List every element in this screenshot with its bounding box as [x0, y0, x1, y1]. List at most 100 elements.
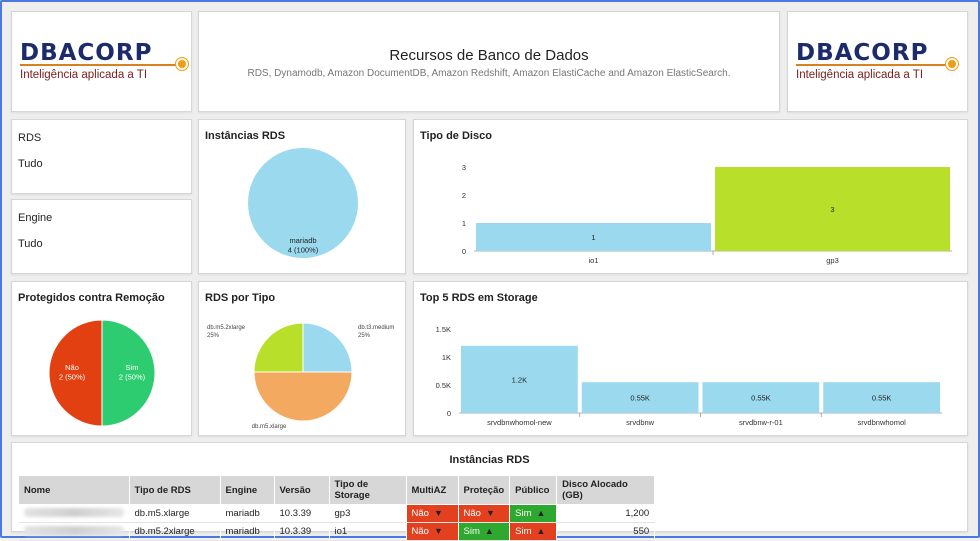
cell-tipo: db.m5.xlarge: [129, 504, 221, 523]
pie-slice-sim[interactable]: [101, 319, 156, 427]
bar-srvdbnw[interactable]: [581, 382, 699, 413]
chart-card-rds-tipo: RDS por Tipo db.t3.medium 25% db.m5.xlarge…: [198, 281, 406, 436]
pie-slice-db-m5-xlarge[interactable]: [253, 371, 353, 422]
logo-card-right: DBACORP Inteligência aplicada a TI: [787, 11, 968, 112]
col-header[interactable]: MultiAZ: [405, 475, 459, 505]
pie-label: Não: [65, 363, 79, 372]
y-tick-label: 3: [462, 163, 466, 172]
col-header[interactable]: Tipo de RDS: [128, 475, 221, 505]
y-tick-label: 2: [462, 191, 466, 200]
pie-label: 25%: [358, 333, 371, 339]
bar-srvdbnwhomol[interactable]: [823, 382, 940, 413]
logo-tagline: Inteligência aplicada a TI: [796, 69, 924, 81]
chart-title: Tipo de Disco: [420, 130, 492, 142]
logo-underline: [20, 64, 178, 66]
pie-label: db.t3.medium: [358, 325, 394, 331]
logo-wordmark: DBACORP: [796, 40, 929, 66]
publico-value: Sim: [515, 508, 532, 519]
bar-value-label: 0.55K: [872, 394, 892, 403]
pie-label: 4 (100%): [288, 246, 319, 255]
redacted-name: [23, 507, 124, 517]
pie-label: db.m5.2xlarge: [207, 325, 246, 331]
chart-title: RDS por Tipo: [205, 292, 276, 304]
col-header[interactable]: Disco Alocado (GB): [556, 475, 656, 505]
pie-label: db.m5.xlarge: [252, 424, 287, 430]
filter-rds-value[interactable]: Tudo: [18, 158, 43, 170]
bar-gp3[interactable]: [715, 167, 950, 251]
chart-title: Protegidos contra Remoção: [18, 292, 165, 304]
publico-value: Sim: [515, 526, 532, 537]
chart-card-protegidos: Protegidos contra Remoção Não 2 (50%) Sim 2…: [11, 281, 192, 436]
logo-sun-icon: [178, 60, 186, 68]
logo-underline: [796, 64, 948, 66]
logo-card-left: DBACORP Inteligência aplicada a TI: [11, 11, 192, 112]
x-tick-label: gp3: [826, 256, 839, 265]
multiaz-value: Não: [411, 526, 429, 537]
cell-publico: Sim ▲: [509, 504, 558, 523]
thumbs-down-icon: ▼: [433, 508, 443, 518]
chart-card-tipo-disco: Tipo de Disco 0 1 2 3 1 io1 3 gp3: [413, 119, 968, 274]
multiaz-value: Não: [411, 508, 429, 519]
logo-sun-icon: [948, 60, 956, 68]
pie-label: 2 (50%): [119, 373, 146, 382]
cell-multiaz: Não ▼: [406, 504, 459, 523]
bar-value-label: 1.2K: [512, 375, 527, 384]
bar-value-label: 3: [830, 205, 834, 214]
bar-srvdbnwhomol-new[interactable]: [461, 345, 578, 413]
x-tick-label: io1: [588, 256, 598, 265]
col-header[interactable]: Nome: [18, 475, 130, 505]
chart-title: Instâncias RDS: [205, 130, 286, 142]
pie-slice-db-m5-2xlarge[interactable]: [253, 322, 304, 373]
cell-protecao: Não ▼: [458, 504, 511, 523]
y-tick-label: 0.5K: [436, 381, 451, 390]
page-title: Recursos de Banco de Dados: [389, 47, 589, 64]
thumbs-up-icon: ▲: [536, 526, 546, 536]
thumbs-down-icon: ▼: [485, 508, 495, 518]
filter-engine-value[interactable]: Tudo: [18, 238, 43, 250]
bar-value-label: 1: [591, 233, 595, 242]
filter-rds-label: RDS: [18, 132, 42, 144]
y-tick-label: 0: [447, 409, 451, 418]
pie-chart-rds-tipo: db.t3.medium 25% db.m5.xlarge db.m5.2xlarge…: [207, 322, 394, 430]
page-subtitle: RDS, Dynamodb, Amazon DocumentDB, Amazon…: [247, 68, 731, 79]
col-header[interactable]: Público: [509, 475, 558, 505]
col-header[interactable]: Versão: [273, 475, 330, 505]
col-header[interactable]: Engine: [219, 475, 275, 505]
bar-io1[interactable]: [476, 223, 711, 251]
y-tick-label: 1: [462, 219, 466, 228]
cell-engine: mariadb: [220, 504, 275, 523]
y-tick-label: 0: [462, 247, 466, 256]
table-row[interactable]: db.m5.xlarge mariadb 10.3.39 gp3 Não ▼ Nã…: [18, 504, 656, 523]
redacted-name: [23, 525, 124, 535]
instances-table: Nome Tipo de RDS Engine Versão Tipo de S…: [18, 475, 656, 541]
pie-slice-mariadb[interactable]: [248, 148, 358, 258]
bar-value-label: 0.55K: [751, 394, 771, 403]
protecao-value: Não: [463, 508, 481, 519]
pie-label: 25%: [207, 333, 220, 339]
col-header[interactable]: Tipo de Storage: [328, 475, 407, 505]
pie-slice-n-o[interactable]: [48, 319, 103, 427]
filter-engine[interactable]: Engine Tudo: [11, 199, 192, 274]
bar-srvdbnw-r-01[interactable]: [702, 382, 820, 413]
x-tick-label: srvdbnw-r-01: [739, 418, 783, 427]
pie-label: 2 (50%): [59, 373, 86, 382]
bar-value-label: 0.55K: [630, 394, 650, 403]
name-cell-redacted: [18, 504, 130, 523]
filter-engine-label: Engine: [18, 212, 53, 224]
chart-card-instancias: Instâncias RDS mariadb 4 (100%): [198, 119, 406, 274]
filter-rds[interactable]: RDS Tudo: [11, 119, 192, 194]
pie-slice-db-t3-medium[interactable]: [302, 322, 353, 373]
bar-chart-top5: 0 0.5K 1K 1.5K 1.2K srvdbnwhomol-new 0.55K srvd…: [436, 325, 942, 427]
col-header[interactable]: Proteção: [457, 475, 511, 505]
header-card: Recursos de Banco de Dados RDS, Dynamodb…: [198, 11, 780, 112]
table-title: Instâncias RDS: [449, 454, 530, 466]
protecao-value: Sim: [463, 526, 480, 537]
x-tick-label: srvdbnw: [626, 418, 655, 427]
bar-chart-tipo-disco: 0 1 2 3 1 io1 3 gp3: [462, 163, 952, 265]
thumbs-up-icon: ▲: [484, 526, 494, 536]
thumbs-down-icon: ▼: [433, 526, 443, 536]
thumbs-up-icon: ▲: [536, 508, 546, 518]
chart-title: Top 5 RDS em Storage: [420, 292, 538, 304]
